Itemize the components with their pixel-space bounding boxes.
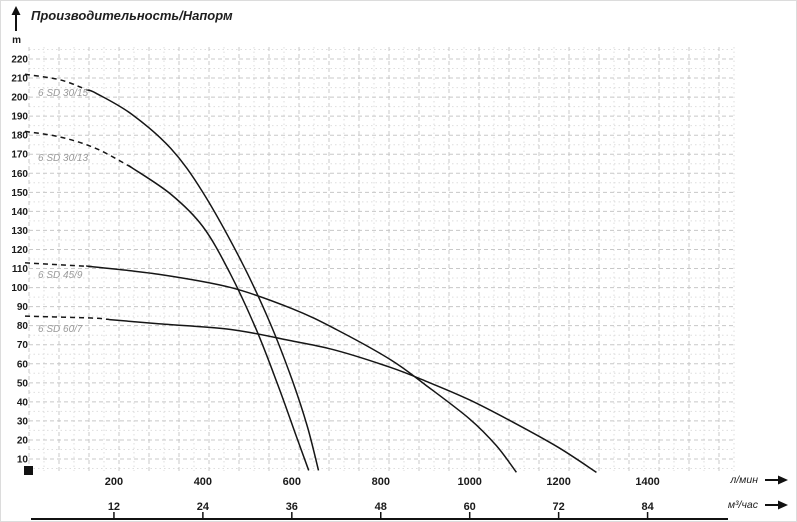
y-tick-label: 120 [11,245,28,256]
y-tick-label: 100 [11,283,28,294]
y-tick-label: 80 [17,321,29,332]
x-axis-unit-secondary: м³/час [728,499,759,511]
pump-curve-label: 6 SD 30/15 [38,88,88,99]
pump-curve-6-sd-60-7 [109,318,597,473]
x-tick-label-m3h: 48 [375,501,387,513]
y-tick-label: 170 [11,150,28,161]
y-tick-label: 10 [17,455,29,466]
origin-marker [24,466,33,475]
pump-curve-6-sd-45-9 [86,265,517,473]
x-tick-label-lmin: 1200 [546,476,570,488]
x-axis-secondary-tick-labels: 12 24 36 48 60 72 84 [108,501,655,513]
pump-curves [24,73,597,473]
x-tick-label-lmin: 400 [194,476,212,488]
x-tick-label-lmin: 600 [283,476,301,488]
arrow-right-icon [765,500,788,510]
pump-curve-6-sd-30-13 [128,164,310,471]
pump-curve-dashed-6-sd-45-9 [24,262,92,268]
y-tick-label: 30 [17,416,29,427]
x-tick-label-m3h: 72 [553,501,565,513]
arrow-up-icon [11,6,21,31]
y-tick-label: 220 [11,55,28,66]
x-tick-label-lmin: 1000 [457,476,481,488]
grid-major-lines [28,47,734,471]
y-tick-label: 150 [11,188,28,199]
pump-curve-labels: 6 SD 30/15 6 SD 30/13 6 SD 45/9 6 SD 60/7 [38,88,88,335]
x-tick-label-m3h: 36 [286,501,298,513]
y-tick-label: 160 [11,169,28,180]
x-tick-label-m3h: 84 [641,501,654,513]
x-axis-unit-primary: л/мин [729,474,758,486]
y-tick-label: 180 [11,131,28,142]
y-tick-label: 60 [17,359,29,370]
y-tick-label: 90 [17,302,29,313]
y-tick-label: 190 [11,112,28,123]
chart-title: Производительность/Напорм [31,8,233,23]
x-tick-label-lmin: 800 [372,476,390,488]
x-axis-primary-tick-labels: 200 400 600 800 1000 1200 1400 [105,476,660,488]
pump-curve-dashed-6-sd-60-7 [24,315,110,321]
y-tick-label: 50 [17,378,29,389]
x-tick-label-lmin: 200 [105,476,123,488]
pump-curve-dashed-6-sd-30-13 [24,130,133,169]
x-tick-label-m3h: 24 [197,501,210,513]
y-tick-label: 20 [17,435,29,446]
pump-curve-label: 6 SD 60/7 [38,324,83,335]
y-axis-unit: m [12,35,21,46]
x-tick-label-m3h: 12 [108,501,120,513]
y-tick-label: 210 [11,74,28,85]
y-tick-label: 110 [12,264,29,275]
x-tick-label-m3h: 60 [464,501,476,513]
grid-minor-lines [29,47,735,471]
pump-curve-6-sd-30-15 [86,89,320,471]
arrow-right-icon [765,475,788,485]
y-axis-tick-labels: 220 210 200 190 180 170 160 150 140 130 120 110 100 9… [11,55,28,466]
y-tick-label: 200 [11,93,28,104]
pump-curve-dashed-6-sd-30-15 [24,73,88,91]
pump-curve-label: 6 SD 45/9 [38,270,83,281]
x-tick-label-lmin: 1400 [635,476,659,488]
pump-curve-label: 6 SD 30/13 [38,153,88,164]
y-tick-label: 130 [11,226,28,237]
y-tick-label: 140 [11,207,28,218]
x-axis-tick-marks [113,512,649,519]
y-tick-label: 70 [17,340,29,351]
y-tick-label: 40 [17,397,29,408]
